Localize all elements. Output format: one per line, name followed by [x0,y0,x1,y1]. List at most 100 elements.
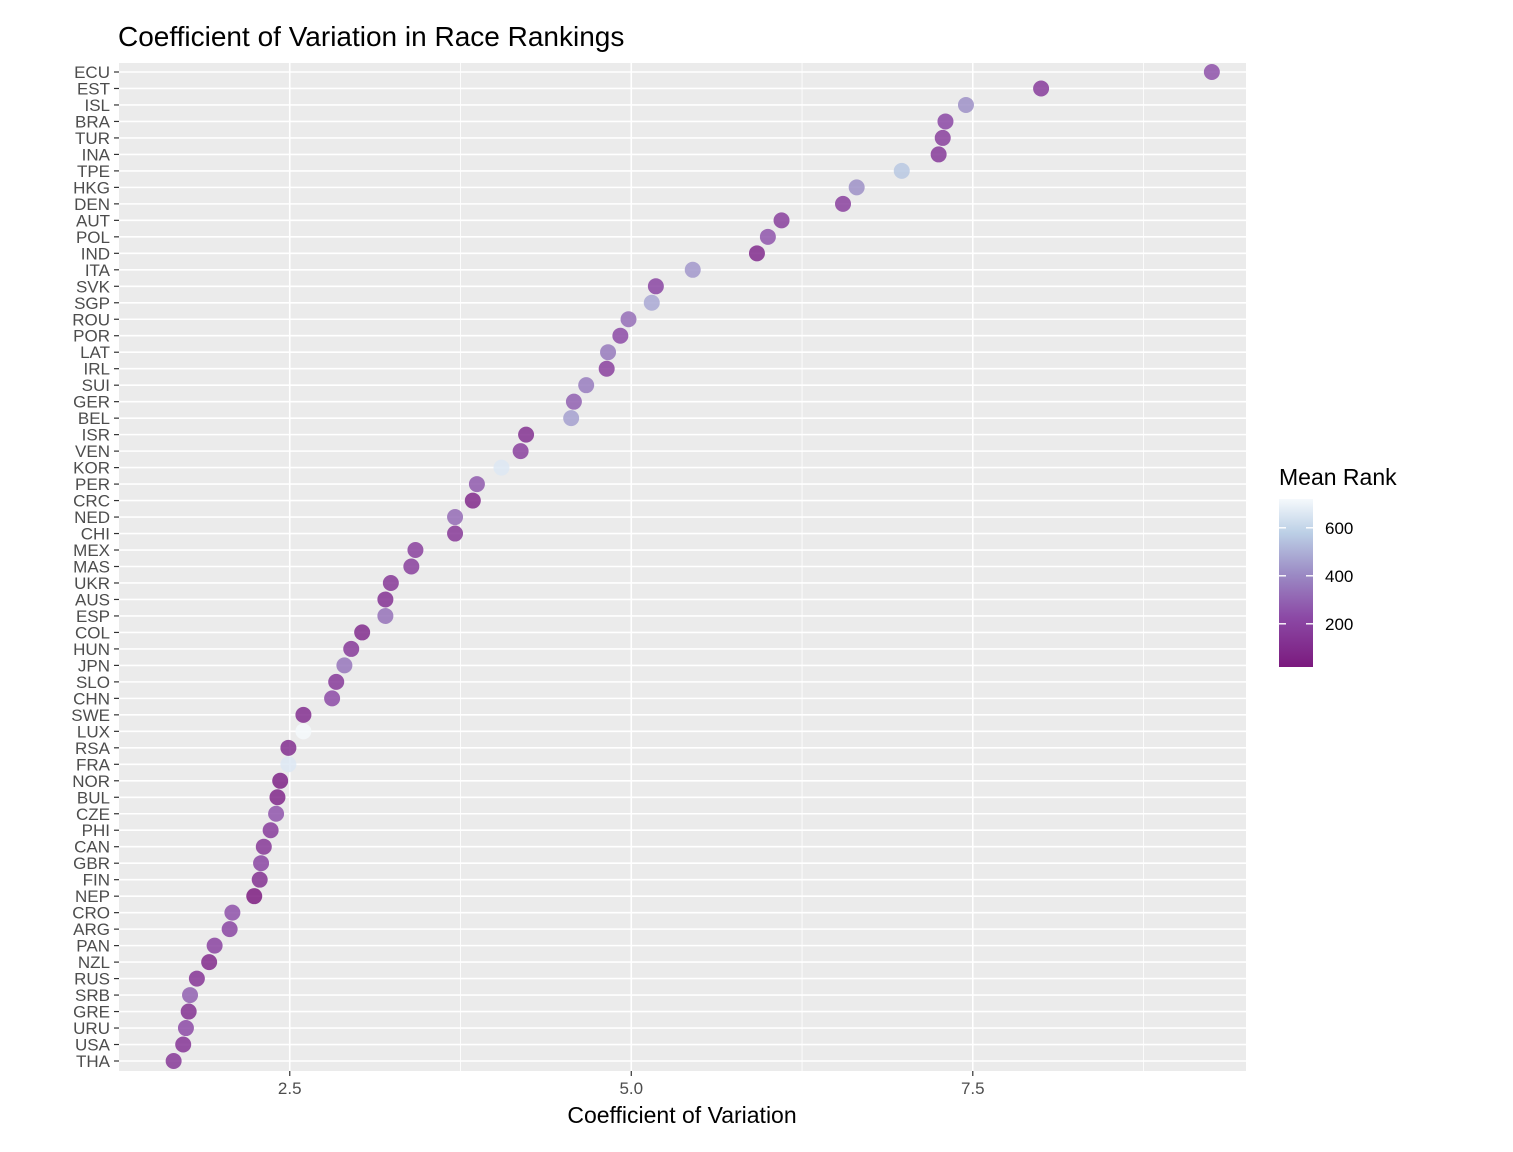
y-tick-label: FIN [83,871,110,890]
point-ger [565,393,582,410]
point-svk [647,278,664,295]
point-hkg [848,179,865,196]
x-tick-label: 2.5 [278,1079,302,1098]
y-tick-label: USA [75,1036,111,1055]
point-slo [328,673,345,690]
point-rsa [280,739,297,756]
y-tick-label: SUI [82,376,110,395]
y-tick-label: SGP [74,294,110,313]
data-points [165,64,1220,1069]
point-est [1033,80,1050,97]
y-tick-label: BRA [75,112,111,131]
point-sgp [643,294,660,311]
color-legend: Mean Rank 200 400 600 [1279,464,1397,667]
y-tick-label: CHI [81,525,110,544]
point-uru [177,1020,194,1037]
point-bra [937,113,954,130]
point-srb [182,987,199,1004]
y-tick-label: POR [73,327,110,346]
y-tick-label: GRE [73,1003,110,1022]
y-tick-label: NZL [78,953,110,972]
point-rou [620,311,637,328]
y-tick-label: CHN [73,689,110,708]
y-tick-label: GBR [73,854,110,873]
point-ecu [1203,64,1220,80]
point-ind [748,245,765,262]
point-aut [773,212,790,229]
y-axis: ECUESTISLBRATURINATPEHKGDENAUTPOLINDITAS… [71,63,119,1071]
y-tick-label: CAN [74,838,110,857]
point-can [255,838,272,855]
point-col [354,624,371,641]
y-tick-label: CZE [76,805,110,824]
x-tick-label: 7.5 [961,1079,985,1098]
point-isr [518,426,535,443]
point-tha [165,1053,182,1069]
x-axis: 2.5 5.0 7.5 [278,1071,985,1098]
y-tick-label: DEN [74,195,110,214]
point-cro [224,904,241,921]
y-tick-label: EST [77,79,110,98]
y-tick-label: CRO [72,904,110,923]
point-esp [377,607,394,624]
y-tick-label: PHI [82,821,110,840]
point-gre [180,1003,197,1020]
point-rus [188,970,205,987]
point-chn [324,690,341,707]
y-tick-label: NED [74,508,110,527]
y-tick-label: TPE [77,162,110,181]
y-tick-label: TUR [75,129,110,148]
point-ven [512,443,529,460]
y-tick-label: AUT [76,211,110,230]
y-tick-label: KOR [73,459,110,478]
point-nor [272,772,289,789]
point-ina [930,146,947,163]
point-tur [934,129,951,146]
y-tick-label: ITA [85,261,111,280]
point-nzl [201,954,218,971]
y-tick-label: IND [81,244,110,263]
y-tick-label: URU [73,1019,110,1038]
point-fra [280,756,297,773]
point-den [835,195,852,212]
y-tick-label: SWE [71,706,110,725]
x-tick-label: 5.0 [619,1079,643,1098]
y-tick-label: ECU [74,63,110,82]
y-tick-label: COL [75,623,110,642]
point-nep [246,888,263,905]
y-tick-label: SRB [75,986,110,1005]
point-bul [269,789,286,806]
y-tick-label: INA [82,145,111,164]
point-phi [262,822,279,839]
y-tick-label: LAT [80,343,110,362]
point-lat [600,344,617,361]
point-aus [377,591,394,608]
point-pol [759,228,776,245]
point-ned [447,509,464,526]
point-cze [268,805,285,822]
y-tick-label: BUL [77,788,110,807]
y-tick-label: VEN [75,442,110,461]
point-pan [206,937,223,954]
x-axis-title: Coefficient of Variation [567,1102,796,1128]
point-arg [221,921,238,938]
y-tick-label: JPN [78,656,110,675]
y-tick-label: CRC [73,492,110,511]
point-por [612,327,629,344]
y-tick-label: ISR [82,426,110,445]
y-tick-label: PER [75,475,110,494]
y-tick-label: AUS [75,590,110,609]
y-tick-label: HKG [73,178,110,197]
grid-lines [119,63,1246,1071]
point-mas [403,558,420,575]
y-tick-label: THA [76,1052,111,1071]
y-tick-label: PAN [76,937,110,956]
y-tick-label: UKR [74,574,110,593]
y-tick-label: GER [73,393,110,412]
y-tick-label: NEP [75,887,110,906]
point-ukr [382,574,399,591]
y-tick-label: NOR [72,772,110,791]
point-per [468,476,485,493]
point-irl [598,360,615,377]
